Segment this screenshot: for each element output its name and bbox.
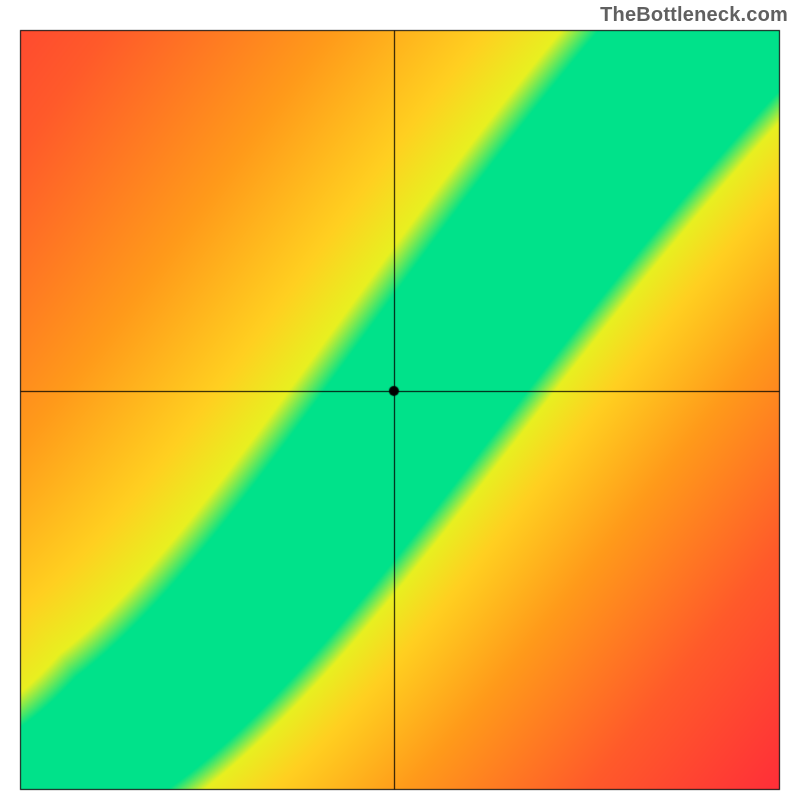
chart-container: TheBottleneck.com — [0, 0, 800, 800]
watermark-text: TheBottleneck.com — [600, 4, 788, 27]
heatmap-canvas — [0, 0, 800, 800]
